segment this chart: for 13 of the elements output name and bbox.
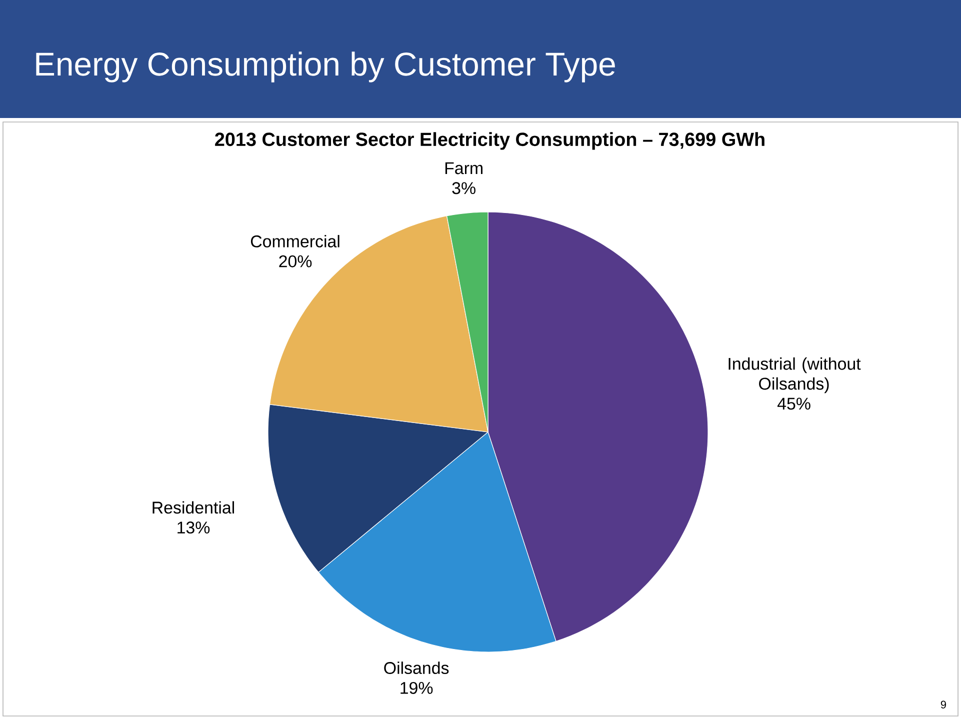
- data-label: 20%: [279, 255, 312, 268]
- chart-title: Energy Consumption by Customer Type: [36, 52, 615, 82]
- slice-label: Industrial (without Oilsands): [728, 357, 861, 394]
- slice-label: Commercial: [250, 234, 340, 248]
- slice-label: Oilsands: [384, 662, 449, 674]
- chart-subtitle: 2013 Customer Sector Electricity Consumption – 73,699 GWh: [215, 132, 764, 150]
- slice-label: Residential: [152, 501, 234, 514]
- data-label: 45%: [777, 398, 810, 410]
- slice-label: Farm: [445, 162, 482, 174]
- data-label: 3%: [452, 182, 476, 194]
- data-label: 13%: [178, 522, 210, 534]
- data-label: 19%: [400, 682, 433, 694]
- text: 9: [940, 700, 946, 708]
